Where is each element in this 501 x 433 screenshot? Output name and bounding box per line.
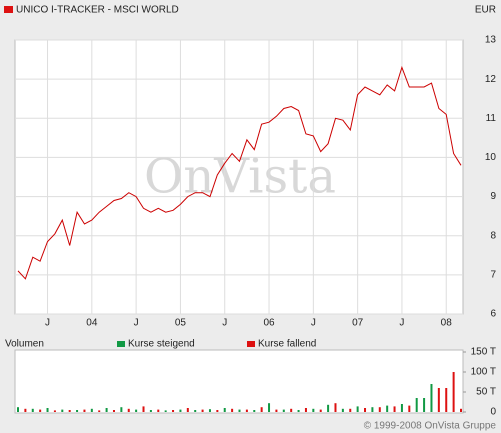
volume-bar xyxy=(445,388,448,412)
volume-bar xyxy=(61,409,64,412)
volume-bar xyxy=(127,408,130,412)
volume-bar xyxy=(46,408,49,412)
volume-bar xyxy=(341,408,344,412)
volume-bar xyxy=(349,408,352,412)
volume-bar xyxy=(393,406,396,412)
x-tick-label: J xyxy=(134,318,139,329)
volume-bar xyxy=(275,409,278,412)
volume-bar xyxy=(90,408,93,412)
volume-bar xyxy=(135,409,138,412)
volume-bar xyxy=(83,409,86,412)
x-tick-label: J xyxy=(45,318,50,329)
volume-bar xyxy=(430,384,433,412)
x-tick-label: J xyxy=(311,318,316,329)
volume-bar xyxy=(142,406,145,412)
legend-label: Kurse steigend xyxy=(128,339,195,350)
y-tick-label: 10 xyxy=(485,152,497,163)
volume-bar xyxy=(290,408,293,412)
volume-bar xyxy=(98,410,101,412)
volume-bar xyxy=(172,410,175,412)
volume-bar xyxy=(53,410,56,412)
y-tick-label: 100 T xyxy=(471,367,496,378)
price-line xyxy=(17,65,462,280)
volume-bar xyxy=(356,406,359,412)
volume-bar xyxy=(105,408,108,412)
volume-bar xyxy=(245,409,248,412)
volume-bar xyxy=(319,409,322,412)
legend-swatch xyxy=(117,341,125,347)
volume-bar xyxy=(186,408,189,412)
volume-bar xyxy=(76,410,79,412)
volume-bar xyxy=(157,409,160,412)
volume-bar xyxy=(297,410,300,412)
volume-bar xyxy=(179,409,182,412)
volume-bar xyxy=(201,409,204,412)
volume-bar xyxy=(253,410,256,412)
volume-bar xyxy=(216,410,219,412)
y-tick-label: 0 xyxy=(490,407,496,418)
volume-bar xyxy=(238,409,241,412)
y-tick-label: 8 xyxy=(490,230,496,241)
legend-label: Kurse fallend xyxy=(258,339,316,350)
legend-label: UNICO I-TRACKER - MSCI WORLD xyxy=(16,5,179,16)
volume-bar xyxy=(268,403,271,412)
legend-swatch xyxy=(247,341,255,347)
x-tick-label: J xyxy=(222,318,227,329)
volume-bar xyxy=(304,408,307,412)
volume-bar xyxy=(223,408,226,412)
volume-bar xyxy=(120,407,123,412)
x-tick-label: 06 xyxy=(263,318,275,329)
volume-bar xyxy=(17,407,19,412)
volume-bar xyxy=(231,408,234,412)
y-tick-label: 50 T xyxy=(476,387,496,398)
volume-bar xyxy=(149,410,152,412)
y-tick-label: 6 xyxy=(490,309,496,320)
volume-bar xyxy=(164,410,167,412)
volume-plot xyxy=(14,349,464,414)
y-tick-label: 12 xyxy=(485,74,497,85)
volume-bar xyxy=(31,408,34,412)
y-tick-label: 7 xyxy=(490,269,496,280)
volume-bar xyxy=(400,404,403,412)
volume-bar xyxy=(282,409,285,412)
volume-bar xyxy=(371,407,374,412)
volume-bar xyxy=(378,407,381,412)
x-tick-label: 08 xyxy=(441,318,453,329)
copyright: © 1999-2008 OnVista Gruppe xyxy=(364,421,497,432)
volume-bar xyxy=(415,398,418,412)
volume-bar xyxy=(68,410,71,412)
volume-bar xyxy=(334,403,337,412)
x-tick-label: 04 xyxy=(86,318,98,329)
x-tick-label: 05 xyxy=(175,318,187,329)
volume-bar xyxy=(327,404,330,412)
volume-bar xyxy=(24,408,27,412)
x-tick-label: 07 xyxy=(352,318,364,329)
x-tick-label: J xyxy=(399,318,404,329)
volume-bar xyxy=(386,405,389,412)
volume-bar xyxy=(452,372,455,412)
volume-bar xyxy=(312,408,315,412)
volume-bar xyxy=(194,410,197,412)
volume-bar xyxy=(364,408,367,412)
y-tick-label: 150 T xyxy=(471,347,496,358)
volume-bar xyxy=(408,405,411,412)
y-tick-label: 9 xyxy=(490,191,496,202)
volume-bar xyxy=(423,398,426,412)
legend-swatch xyxy=(4,6,13,13)
volume-bar xyxy=(260,407,263,412)
volume-title: Volumen xyxy=(5,339,44,350)
volume-bar xyxy=(39,409,42,412)
y-tick-label: 11 xyxy=(486,113,497,124)
volume-bar xyxy=(460,408,462,412)
y-tick-label: 13 xyxy=(485,35,497,46)
volume-bar xyxy=(208,409,211,412)
volume-bar xyxy=(437,388,440,412)
currency: EUR xyxy=(475,5,496,16)
volume-bar xyxy=(112,410,115,412)
